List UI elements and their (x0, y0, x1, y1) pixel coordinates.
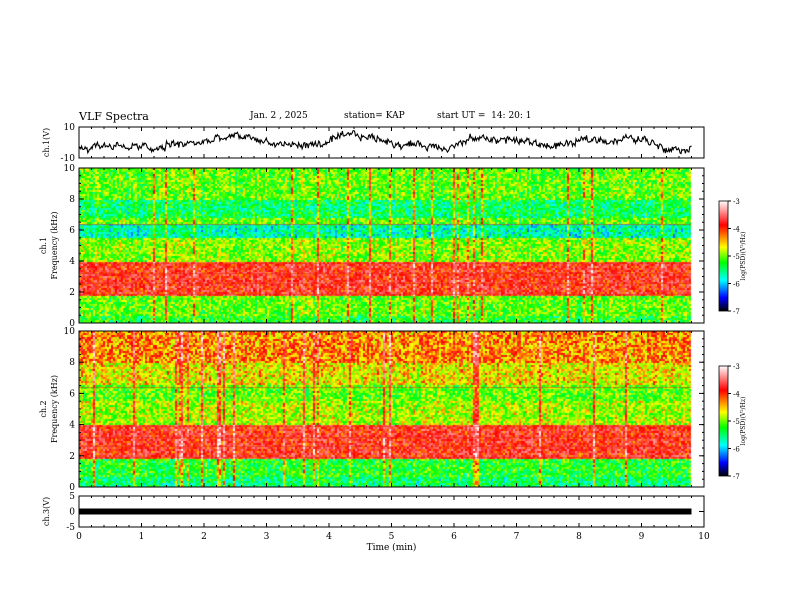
start-time-label: start UT = 14: 20: 1 (437, 111, 532, 121)
ch2-spectrogram-colorbar-tick: -7 (733, 473, 740, 481)
x-tick-label: 3 (264, 532, 270, 542)
ch2-spectrogram-colorbar-label: log(PSD)(V²/Hz) (740, 397, 747, 446)
ch1-spectrogram-ylabel-channel: ch.1 (39, 237, 48, 254)
x-tick-label: 8 (576, 532, 582, 542)
ch2-spectrogram-ylabel-channel: ch.2 (39, 400, 48, 417)
ch2-spectrogram-ytick: 10 (64, 327, 76, 337)
ch1-spectrogram-colorbar (718, 200, 729, 312)
ch2-spectrogram-colorbar-tick: -5 (733, 418, 740, 426)
x-tick-label: 7 (514, 532, 520, 542)
ch1-spectrogram-ytick: 0 (69, 319, 75, 329)
ch2-spectrogram-colorbar-tick: -4 (733, 391, 740, 399)
ch1-spectrogram-colorbar-tick: -5 (733, 253, 740, 261)
ch1-spectrogram-ylabel: Frequency (kHz) (50, 211, 59, 279)
date-label: Jan. 2 , 2025 (250, 111, 308, 121)
x-axis-label: Time (min) (367, 542, 417, 553)
ch1-spectrogram-colorbar-tick: -3 (733, 198, 740, 206)
ch1-spectrogram-colorbar-tick: -6 (733, 281, 740, 289)
ch3-waveform-ylabel: ch.3(V) (42, 497, 51, 526)
ch2-spectrogram-ytick: 6 (69, 389, 75, 399)
ch1-spectrogram-ytick: 4 (69, 257, 75, 267)
ch3-waveform-line (79, 508, 692, 515)
ch1-spectrogram-ytick: 6 (69, 226, 75, 236)
ch2-spectrogram-colorbar-tick: -6 (733, 446, 740, 454)
ch1-spectrogram-colorbar-label: log(PSD)(V²/Hz) (740, 232, 747, 281)
ch1-spectrogram-colorbar-tick: -7 (733, 308, 740, 316)
x-tick-label: 5 (389, 532, 395, 542)
x-tick-label: 0 (76, 532, 82, 542)
x-tick-label: 4 (326, 532, 332, 542)
ch2-spectrogram-ytick: 8 (69, 358, 75, 368)
chart-title: VLF Spectra (79, 110, 149, 123)
x-tick-label: 2 (201, 532, 207, 542)
ch1-waveform-ytick: -10 (61, 154, 76, 164)
x-tick-label: 1 (139, 532, 145, 542)
ch2-spectrogram-image (79, 331, 704, 487)
ch1-spectrogram-image (79, 168, 704, 323)
x-tick-label: 6 (451, 532, 457, 542)
ch1-waveform-ytick: 10 (64, 123, 76, 133)
ch1-waveform-line (78, 129, 692, 155)
ch1-spectrogram-ytick: 10 (64, 164, 76, 174)
station-label: station= KAP (344, 111, 405, 121)
x-tick-label: 9 (639, 532, 645, 542)
ch3-waveform-ytick: -5 (66, 523, 75, 533)
ch3-waveform-ytick: 0 (69, 508, 75, 518)
ch1-spectrogram-ytick: 2 (69, 288, 75, 298)
ch2-spectrogram-ytick: 4 (69, 421, 75, 431)
ch2-spectrogram-ylabel: Frequency (kHz) (50, 375, 59, 443)
ch1-spectrogram-ytick: 8 (69, 195, 75, 205)
ch2-spectrogram-ytick: 0 (69, 483, 75, 493)
ch1-waveform-ylabel: ch.1(V) (42, 128, 51, 157)
ch2-spectrogram-colorbar-tick: -3 (733, 363, 740, 371)
x-tick-label: 10 (698, 532, 710, 542)
ch3-waveform-ytick: 5 (69, 492, 75, 502)
ch1-spectrogram-colorbar-tick: -4 (733, 226, 740, 234)
ch2-spectrogram-colorbar (718, 365, 729, 477)
ch2-spectrogram-ytick: 2 (69, 452, 75, 462)
